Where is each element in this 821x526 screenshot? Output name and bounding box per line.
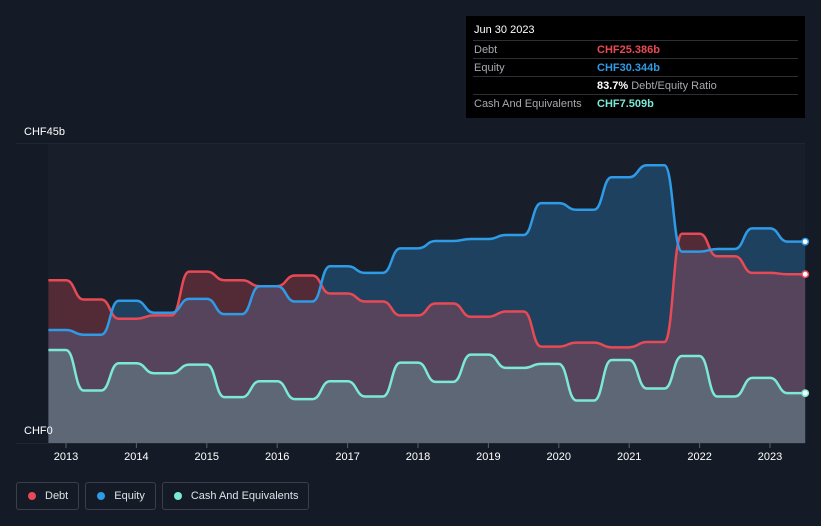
line-cash-and-equivalents [48, 348, 806, 402]
legend-item-equity[interactable]: Equity [85, 482, 156, 510]
y-axis-top-label: CHF45b [24, 126, 65, 138]
grid-lines [16, 143, 805, 444]
legend-label: Cash And Equivalents [190, 490, 299, 502]
tooltip-row-value: CHF25.386b [597, 43, 660, 56]
end-marker-cash-and-equivalents [801, 389, 810, 398]
y-axis-bottom-label: CHF0 [24, 425, 53, 437]
area-cash-and-equivalents [48, 349, 806, 443]
tooltip-row-label: Cash And Equivalents [474, 97, 582, 110]
series-end-markers [801, 237, 810, 398]
x-tick-label: 2018 [406, 451, 430, 463]
plot-background [48, 144, 805, 443]
area-debt [48, 233, 806, 443]
legend-dot-icon [28, 492, 36, 500]
x-tick-label: 2014 [124, 451, 148, 463]
tooltip-row-value: CHF7.509b [597, 97, 654, 110]
legend-label: Equity [114, 490, 145, 502]
area-equity [48, 165, 806, 444]
legend-item-cash-and-equivalents[interactable]: Cash And Equivalents [161, 482, 310, 510]
legend-dot-icon [97, 492, 106, 500]
chart-legend: Debt Equity Cash And Equivalents [16, 482, 310, 510]
end-marker-debt [801, 270, 810, 279]
end-marker-equity [801, 237, 810, 246]
x-tick-label: 2022 [687, 451, 711, 463]
x-tick-label: 2015 [195, 451, 219, 463]
x-axis-ticks: 2013 2014 2015 2016 2017 2018 2019 2020 2021 2022… [54, 443, 782, 463]
data-tooltip: Jun 30 2023 Debt CHF25.386b Equity CHF30.34… [466, 16, 805, 118]
legend-dot-icon [173, 492, 182, 500]
x-tick-label: 2020 [547, 451, 571, 463]
legend-label: Debt [45, 490, 69, 502]
tooltip-row: Debt CHF25.386b [473, 40, 798, 58]
tooltip-rows: Debt CHF25.386b Equity CHF30.344b 83.7% Debt/… [473, 40, 798, 112]
x-tick-label: 2019 [476, 451, 500, 463]
tooltip-row-value: 83.7% [597, 79, 629, 92]
tooltip-row-label: Debt [474, 43, 498, 56]
x-tick-label: 2016 [265, 451, 289, 463]
tooltip-row-extra: Debt/Equity Ratio [631, 79, 717, 92]
x-tick-label: 2017 [335, 451, 359, 463]
tooltip-row: 83.7% Debt/Equity Ratio [473, 76, 798, 94]
x-tick-label: 2021 [617, 451, 641, 463]
plot-margin [16, 144, 48, 443]
tooltip-row: Cash And Equivalents CHF7.509b [473, 94, 798, 112]
legend-item-debt[interactable]: Debt [16, 482, 80, 510]
series-lines [48, 164, 806, 402]
series-areas [48, 165, 806, 444]
line-equity [48, 164, 806, 336]
x-tick-label: 2023 [758, 451, 782, 463]
x-tick-label: 2013 [54, 451, 78, 463]
tooltip-row-label: Equity [474, 61, 505, 74]
tooltip-date: Jun 30 2023 [474, 24, 535, 36]
tooltip-row-value: CHF30.344b [597, 61, 660, 74]
tooltip-row: Equity CHF30.344b [473, 58, 798, 76]
